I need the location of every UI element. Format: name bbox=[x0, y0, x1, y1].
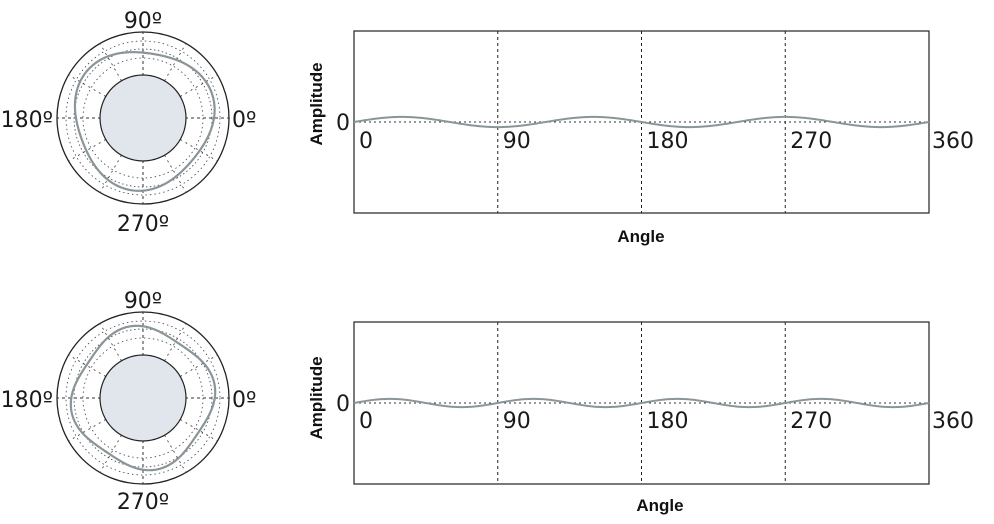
polar-spoke bbox=[180, 354, 218, 377]
x-tick-360: 360 bbox=[932, 409, 974, 434]
x-tick-360: 360 bbox=[932, 129, 974, 154]
polar-label-270: 270º bbox=[117, 490, 169, 515]
line-chart-1: 0 0 90 180 270 360 Amplitude Angle bbox=[307, 30, 974, 246]
polar-spoke bbox=[99, 435, 122, 473]
polar-chart-2: 90º 180º 0º 270º bbox=[1, 289, 257, 515]
polar-spoke bbox=[164, 435, 187, 473]
polar-label-90: 90º bbox=[124, 289, 162, 314]
polar-label-90: 90º bbox=[124, 9, 162, 34]
polar-reference-circle bbox=[73, 48, 213, 188]
polar-spoke bbox=[99, 43, 122, 81]
polar-spoke bbox=[99, 323, 122, 361]
y-axis-label-1: Amplitude bbox=[307, 62, 326, 145]
polar-spoke bbox=[180, 74, 218, 97]
polar-spoke bbox=[68, 419, 106, 442]
y-tick-0-2: 0 bbox=[336, 392, 350, 417]
polar-spoke bbox=[99, 155, 122, 193]
polar-spoke bbox=[68, 139, 106, 162]
polar-inner-disc-2 bbox=[99, 354, 187, 442]
x-axis-label-1: Angle bbox=[617, 227, 664, 246]
polar-curve-2 bbox=[69, 324, 217, 472]
polar-spoke bbox=[180, 139, 218, 162]
polar-label-270: 270º bbox=[117, 212, 169, 237]
polar-ring bbox=[65, 320, 221, 476]
x-tick-180: 180 bbox=[647, 129, 689, 154]
y-axis-label-2: Amplitude bbox=[307, 356, 326, 439]
x-tick-270: 270 bbox=[790, 129, 832, 154]
polar-inner-disc-1 bbox=[99, 74, 187, 162]
x-ticks-1: 0 90 180 270 360 bbox=[359, 129, 974, 154]
polar-spoke bbox=[68, 354, 106, 377]
polar-label-180: 180º bbox=[1, 388, 53, 413]
line-chart-2: 0 0 90 180 270 360 Amplitude Angle bbox=[307, 321, 974, 515]
polar-label-0: 0º bbox=[232, 388, 256, 413]
series-line-2 bbox=[353, 397, 930, 409]
x-tick-270: 270 bbox=[790, 409, 832, 434]
polar-label-0: 0º bbox=[232, 108, 256, 133]
polar-chart-1: 90º 180º 0º 270º bbox=[1, 9, 257, 237]
x-tick-0: 0 bbox=[359, 129, 373, 154]
polar-label-180: 180º bbox=[1, 108, 53, 133]
series-line-1 bbox=[353, 115, 930, 129]
polar-spoke bbox=[180, 419, 218, 442]
polar-spoke bbox=[164, 155, 187, 193]
y-tick-0-1: 0 bbox=[336, 111, 350, 136]
x-tick-180: 180 bbox=[647, 409, 689, 434]
polar-spoke bbox=[164, 43, 187, 81]
x-tick-90: 90 bbox=[503, 129, 531, 154]
x-tick-90: 90 bbox=[503, 409, 531, 434]
polar-curve-1 bbox=[73, 51, 216, 192]
x-tick-0: 0 bbox=[359, 409, 373, 434]
polar-spoke bbox=[164, 323, 187, 361]
polar-reference-circle bbox=[73, 328, 213, 468]
x-axis-label-2: Angle bbox=[636, 496, 683, 515]
polar-spoke bbox=[68, 74, 106, 97]
polar-ring bbox=[65, 40, 221, 196]
x-ticks-2: 0 90 180 270 360 bbox=[359, 409, 974, 434]
